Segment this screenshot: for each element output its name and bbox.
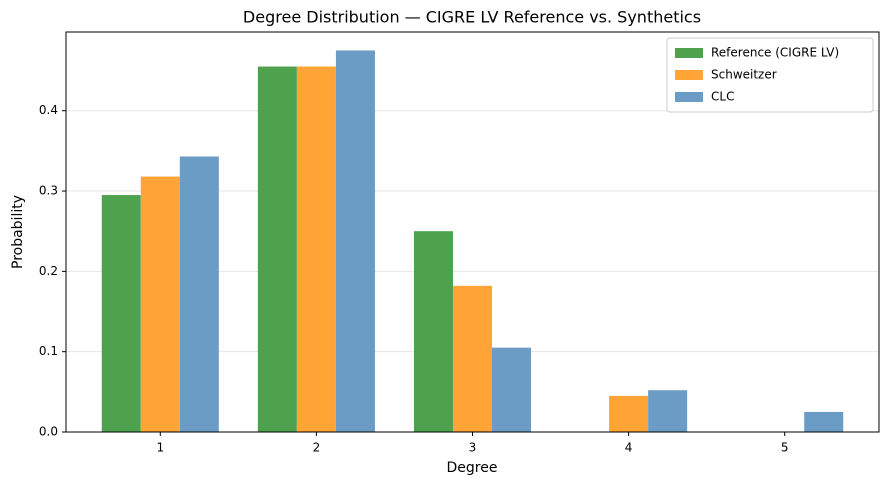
bar — [492, 347, 532, 432]
y-tick-label: 0.1 — [39, 344, 58, 358]
y-axis-label: Probability — [10, 195, 26, 269]
bar — [257, 66, 297, 433]
legend-label: Schweitzer — [711, 68, 777, 82]
bar — [413, 231, 453, 432]
y-tick-label: 0.2 — [39, 264, 58, 278]
bar — [296, 66, 336, 433]
bar — [140, 176, 180, 432]
y-tick-label: 0.0 — [39, 425, 58, 439]
x-tick-label: 2 — [313, 441, 321, 455]
legend-swatch — [675, 48, 703, 58]
bar — [335, 50, 375, 432]
legend-swatch — [675, 92, 703, 102]
x-tick-label: 1 — [156, 441, 164, 455]
legend-label: CLC — [711, 90, 734, 104]
bar — [452, 285, 493, 432]
y-tick-label: 0.3 — [39, 184, 58, 198]
x-tick-label: 5 — [781, 441, 789, 455]
legend-label: Reference (CIGRE LV) — [711, 46, 839, 60]
bar — [101, 195, 141, 432]
x-tick-label: 4 — [625, 441, 633, 455]
plot-frame — [65, 31, 880, 433]
bar — [648, 390, 688, 432]
bar — [804, 411, 844, 432]
bar — [609, 395, 649, 432]
y-tick-label: 0.4 — [39, 103, 58, 117]
legend-box — [666, 37, 874, 113]
legend: Reference (CIGRE LV) Schweitzer CLC — [666, 37, 874, 113]
x-axis-label: Degree — [447, 460, 498, 476]
bar — [179, 156, 219, 432]
x-tick-label: 3 — [469, 441, 477, 455]
chart-title: Degree Distribution — CIGRE LV Reference… — [243, 8, 701, 27]
legend-swatch — [675, 70, 703, 80]
